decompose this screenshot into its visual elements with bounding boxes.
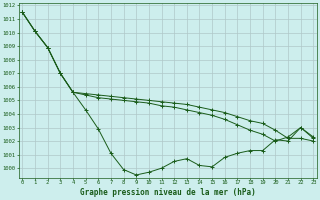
X-axis label: Graphe pression niveau de la mer (hPa): Graphe pression niveau de la mer (hPa)	[80, 188, 256, 197]
